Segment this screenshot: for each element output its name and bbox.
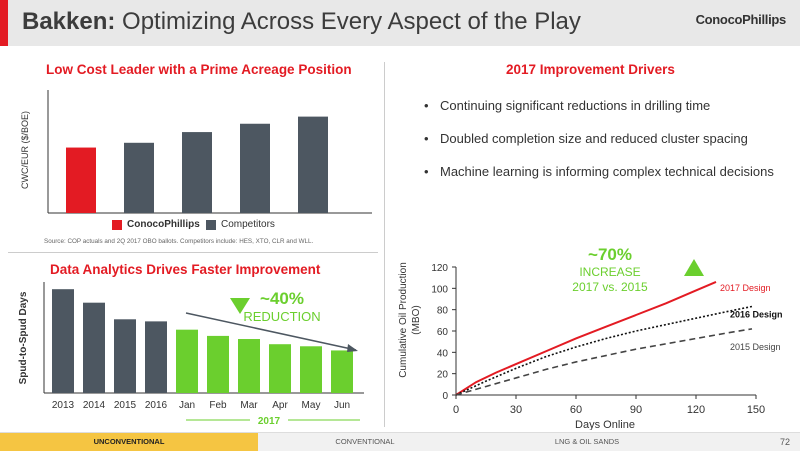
bracket-label: 2017 — [258, 416, 281, 427]
prod-y-tick-label: 60 — [437, 327, 449, 338]
cost-bar-5 — [298, 116, 328, 213]
spud-bar-Feb — [207, 335, 229, 393]
prod-x-tick-label: 0 — [453, 404, 459, 416]
spud-bar-2013 — [52, 289, 74, 393]
cop-legend-label: ConocoPhillips — [127, 219, 200, 230]
spud-tick-label: Feb — [209, 400, 227, 411]
spud-tick-label: May — [302, 400, 321, 411]
spud-tick-label: Mar — [240, 400, 258, 411]
bullet-item: Continuing significant reductions in dri… — [424, 96, 774, 115]
logo-part-a: Conoco — [695, 12, 743, 27]
page-title: Bakken: Optimizing Across Every Aspect o… — [22, 8, 581, 36]
series-label: 2016 Design — [730, 309, 783, 319]
spud-y-axis-label: Spud-to-Spud Days — [18, 291, 29, 384]
spud-bar-chart: Spud-to-Spud Days 2013 2014 2015 2016 Jan Feb… — [18, 282, 364, 427]
tab-lng-oil-sands[interactable]: LNG & OIL SANDS — [554, 437, 620, 446]
trend-arrowhead-icon — [347, 344, 358, 352]
spud-bar-May — [300, 346, 322, 393]
spud-bar-2015 — [114, 319, 136, 393]
trend-arrow-line — [185, 312, 357, 351]
series-line-2015-design — [455, 328, 753, 396]
production-line-chart: Cumulative Oil Production (MBO) 0 30 60 90 1… — [398, 245, 783, 430]
cop-swatch — [112, 219, 122, 230]
prod-y-tick-label: 100 — [431, 284, 448, 295]
prod-y-axis-label-1: Cumulative Oil Production — [398, 262, 409, 378]
panel-divider-vertical — [384, 62, 385, 427]
series-label: 2015 Design — [730, 342, 781, 352]
series-line-2016-design — [455, 305, 753, 396]
cost-legend-competitors: Competitors — [206, 219, 275, 230]
spud-bar-Apr — [269, 344, 291, 393]
page-number: 72 — [779, 437, 790, 447]
series-line-2017-design — [455, 281, 717, 396]
cop-legend-a: Conoco — [127, 219, 165, 230]
prod-y-tick-label: 0 — [442, 391, 448, 402]
prod-y-tick-label: 20 — [437, 370, 449, 381]
cost-bar-4 — [240, 123, 270, 213]
reduction-word: REDUCTION — [243, 309, 320, 324]
spud-tick-label: 2014 — [83, 400, 106, 411]
prod-y-tick-label: 120 — [431, 263, 448, 274]
cost-bar-chart: CWC/EUR ($/BOE) — [20, 90, 372, 214]
increase-word: INCREASE — [579, 265, 640, 279]
increase-percent: ~70% — [588, 245, 632, 264]
bullet-item: Machine learning is informing complex te… — [424, 162, 774, 181]
down-triangle-icon — [230, 298, 250, 314]
spud-tick-label: 2016 — [145, 400, 168, 411]
prod-x-tick-label: 120 — [687, 404, 705, 416]
title-accent — [0, 0, 8, 46]
spud-bar-Jun — [331, 350, 353, 393]
analytics-panel-title: Data Analytics Drives Faster Improvement — [50, 262, 321, 277]
section-nav-bar: UNCONVENTIONAL CONVENTIONAL LNG & OIL SA… — [0, 432, 800, 451]
spud-tick-label: Apr — [272, 400, 288, 411]
improvement-panel-title: 2017 Improvement Drivers — [506, 62, 675, 77]
spud-bar-2014 — [83, 302, 105, 393]
spud-tick-label: Jan — [179, 400, 195, 411]
competitor-legend-label: Competitors — [221, 219, 275, 230]
cost-bar-2 — [124, 142, 154, 213]
cost-panel-title: Low Cost Leader with a Prime Acreage Pos… — [46, 62, 352, 77]
prod-y-tick-label: 80 — [437, 306, 449, 317]
prod-x-tick-label: 30 — [510, 404, 522, 416]
cost-source-note: Source: COP actuals and 2Q 2017 OBO ball… — [44, 238, 314, 245]
increase-comparison: 2017 vs. 2015 — [572, 280, 648, 294]
prod-y-tick-label: 40 — [437, 348, 449, 359]
prod-x-tick-label: 90 — [630, 404, 642, 416]
bullet-item: Doubled completion size and reduced clus… — [424, 129, 774, 148]
spud-tick-label: Jun — [334, 400, 350, 411]
prod-y-axis-label-2: (MBO) — [411, 305, 422, 334]
logo-part-b: Phillips — [742, 12, 786, 27]
spud-bar-Mar — [238, 339, 260, 393]
cost-legend-cop: ConocoPhillips — [112, 219, 200, 230]
company-logo: ConocoPhillips — [695, 12, 787, 27]
title-bold: Bakken: — [22, 8, 116, 35]
series-label: 2017 Design — [720, 283, 771, 293]
cost-bar-3 — [182, 132, 212, 213]
title-bar: Bakken: Optimizing Across Every Aspect o… — [0, 0, 800, 46]
tab-unconventional[interactable]: UNCONVENTIONAL — [0, 433, 258, 451]
spud-tick-label: 2015 — [114, 400, 137, 411]
reduction-percent: ~40% — [260, 289, 304, 308]
competitor-swatch — [206, 219, 216, 230]
prod-x-tick-label: 60 — [570, 404, 582, 416]
cost-bar-1 — [66, 147, 96, 213]
up-triangle-icon — [684, 259, 704, 276]
spud-bar-Jan — [176, 329, 198, 393]
spud-bar-2016 — [145, 321, 167, 393]
prod-x-tick-label: 150 — [747, 404, 765, 416]
tab-conventional[interactable]: CONVENTIONAL — [335, 437, 395, 446]
cop-legend-b: Phillips — [164, 219, 200, 230]
panel-divider-horizontal — [8, 252, 378, 253]
prod-x-axis-label: Days Online — [575, 419, 635, 430]
cost-y-axis-label: CWC/EUR ($/BOE) — [20, 111, 30, 189]
spud-tick-label: 2013 — [52, 400, 75, 411]
title-rest: Optimizing Across Every Aspect of the Pl… — [115, 8, 581, 35]
improvement-bullet-list: Continuing significant reductions in dri… — [424, 96, 774, 195]
